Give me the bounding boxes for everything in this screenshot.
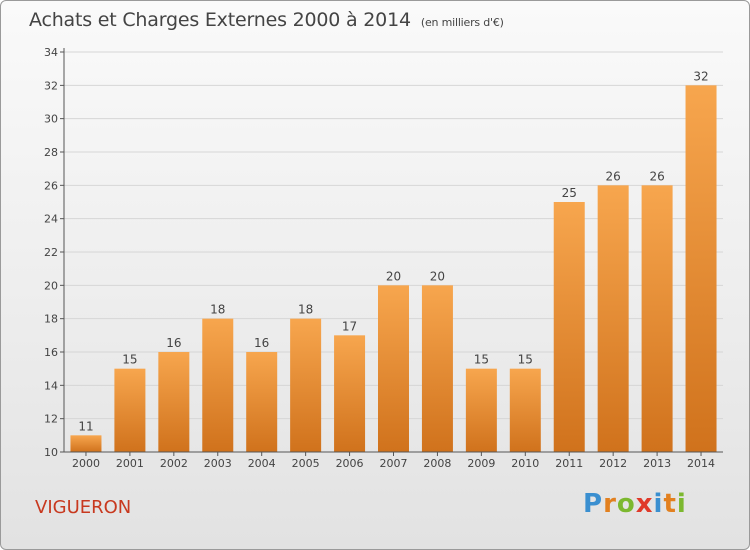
y-tick-label: 16 [44,346,58,359]
x-tick-label: 2012 [599,457,627,470]
bar-value-label: 26 [606,169,621,183]
bar [378,285,409,452]
x-tick-label: 2000 [72,457,100,470]
chart-title: Achats et Charges Externes 2000 à 2014 (e… [29,9,504,31]
location-name: VIGUERON [35,497,132,518]
y-tick-label: 10 [44,446,58,459]
bar-value-label: 15 [474,353,489,367]
bar [421,285,453,452]
x-tick-label: 2013 [643,457,671,470]
bar-value-label: 20 [386,269,401,283]
y-tick-label: 28 [44,146,58,159]
y-tick-label: 30 [44,113,58,126]
y-tick-label: 20 [44,279,58,292]
bar-value-label: 32 [693,69,708,83]
x-tick-label: 2004 [248,457,276,470]
bar-chart: 10 12 14 16 18 20 22 24 26 28 30 32 34 11 2000 15 2001 16… [44,46,723,470]
y-tick-label: 18 [44,313,58,326]
axes [60,48,723,456]
bar [509,368,541,452]
bar-value-label: 18 [298,303,313,317]
logo-letter: i [676,489,687,519]
y-tick-label: 14 [44,379,58,392]
bar [114,368,146,452]
x-tick-label: 2008 [423,457,451,470]
bar-value-label: 16 [166,336,181,350]
bar [334,335,366,452]
bar [685,85,717,452]
bar [70,435,102,452]
logo-letter: P [583,489,604,519]
x-tick-label: 2009 [467,457,495,470]
logo-letter: x [635,489,654,519]
bar [553,202,585,452]
y-tick-label: 26 [44,179,58,192]
x-tick-label: 2003 [204,457,232,470]
y-tick-label: 32 [44,79,58,92]
x-tick-label: 2011 [555,457,583,470]
x-tick-label: 2014 [687,457,715,470]
chart-title-text: Achats et Charges Externes 2000 à 2014 [29,9,411,31]
bar [246,352,278,452]
x-tick-label: 2001 [116,457,144,470]
x-tick-label: 2002 [160,457,188,470]
bar-value-label: 17 [342,319,357,333]
y-tick-label: 22 [44,246,58,259]
y-tick-label: 12 [44,413,58,426]
bar-value-label: 18 [210,303,225,317]
x-tick-label: 2005 [292,457,320,470]
y-tick-label: 24 [44,213,58,226]
chart-subtitle: (en milliers d'€) [420,16,504,29]
bar-value-label: 15 [518,353,533,367]
bar-value-label: 25 [562,186,577,200]
bar [158,352,190,452]
x-tick-label: 2006 [336,457,364,470]
y-tick-label: 34 [44,46,58,59]
bar [641,185,673,453]
logo-letter: r [603,489,617,519]
bar-value-label: 15 [122,353,137,367]
bar-value-label: 16 [254,336,269,350]
logo-letter: i [653,489,664,519]
x-tick-label: 2010 [511,457,539,470]
logo-letter: t [663,489,677,519]
bar [290,318,322,452]
bar-value-label: 11 [78,419,93,433]
bar [202,318,234,452]
proxiti-logo[interactable]: Proxiti [583,489,687,519]
bar-value-label: 20 [430,269,445,283]
labels: 10 12 14 16 18 20 22 24 26 28 30 32 34 11 2000 15 2001 16… [44,46,715,470]
bar [597,185,629,453]
bar [465,368,497,452]
x-tick-label: 2007 [380,457,408,470]
bar-value-label: 26 [649,169,664,183]
bars [70,85,717,453]
logo-letter: o [616,489,636,519]
